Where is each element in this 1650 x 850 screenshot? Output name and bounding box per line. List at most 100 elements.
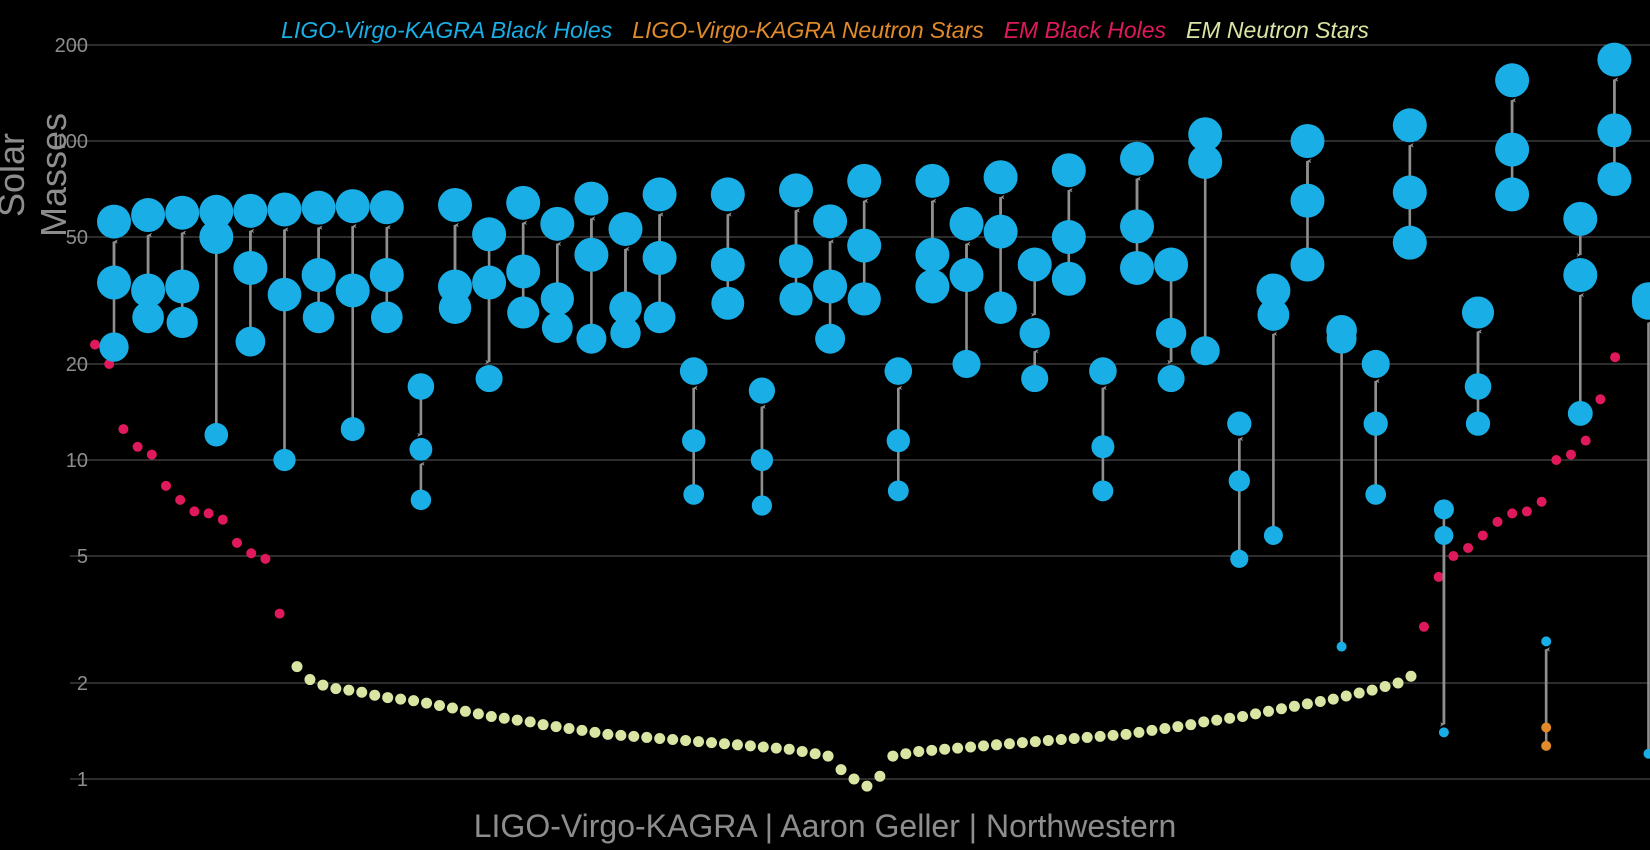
lvk-remnant-point [1157, 365, 1185, 393]
em-black-hole-point [1610, 352, 1621, 363]
em-black-hole-point [1448, 551, 1459, 562]
em-neutron-star-point [680, 735, 692, 747]
lvk-progenitor-point [301, 258, 336, 293]
em-black-hole-point [246, 548, 257, 559]
lvk-remnant-point [642, 177, 677, 212]
em-neutron-star-point [990, 739, 1002, 751]
lvk-progenitor-point [1091, 435, 1115, 459]
lvk-progenitor-point [779, 282, 813, 316]
em-neutron-star-point [939, 743, 951, 755]
em-neutron-star-point [731, 739, 743, 751]
em-neutron-star-point [926, 744, 938, 756]
lvk-progenitor-point [199, 220, 234, 255]
em-neutron-star-point [382, 692, 394, 704]
lvk-progenitor-point [1188, 144, 1223, 179]
em-black-hole-point [132, 441, 143, 452]
em-neutron-star-point [757, 741, 769, 753]
lvk-progenitor-point [1154, 247, 1189, 282]
lvk-progenitor-point [1336, 641, 1347, 652]
credit-line: LIGO-Virgo-KAGRA | Aaron Geller | Northw… [473, 808, 1177, 844]
y-tick-label: 200 [55, 35, 88, 57]
lvk-remnant-point [915, 163, 950, 198]
lvk-remnant-point [1120, 141, 1154, 176]
em-neutron-star-point [861, 780, 873, 792]
em-neutron-star-point [1146, 724, 1158, 736]
lvk-remnant-point [1438, 727, 1449, 738]
lvk-progenitor-point [1256, 273, 1291, 308]
lvk-progenitor-point [1392, 175, 1427, 210]
lvk-progenitor-point [335, 273, 370, 308]
lvk-remnant-point [1392, 108, 1427, 143]
em-neutron-star-point [952, 742, 964, 754]
em-neutron-star-point [978, 740, 990, 752]
em-black-hole-point [1521, 506, 1532, 517]
lvk-progenitor-point [710, 247, 745, 282]
lvk-progenitor-point [1230, 549, 1249, 568]
lvk-progenitor-point [1017, 247, 1052, 282]
lvk-progenitor-point [472, 265, 507, 300]
lvk-progenitor-point [984, 291, 1017, 325]
lvk-progenitor-point [847, 282, 881, 316]
lvk-progenitor-point [1631, 282, 1650, 316]
lvk-remnant-point [1597, 42, 1632, 77]
em-neutron-star-point [1055, 733, 1067, 745]
lvk-progenitor-point [273, 448, 296, 472]
em-black-hole-point [1477, 530, 1488, 541]
lvk-progenitor-point [1290, 247, 1325, 282]
lvk-progenitor-point [574, 237, 609, 272]
em-black-hole-point [1551, 455, 1562, 465]
lvk-progenitor-point [438, 291, 472, 325]
em-neutron-star-point [330, 683, 342, 695]
lvk-neutron-star-point [1541, 740, 1552, 751]
lvk-progenitor-point [1051, 261, 1086, 296]
em-black-hole-point [1580, 435, 1591, 446]
em-neutron-star-point [706, 737, 718, 749]
em-black-hole-point [217, 514, 228, 525]
lvk-remnant-point [1019, 317, 1050, 349]
em-neutron-star-point [1263, 705, 1275, 717]
lvk-progenitor-point [949, 258, 984, 293]
lvk-progenitor-point [1597, 113, 1632, 148]
em-neutron-star-point [485, 711, 497, 723]
lvk-remnant-point [1290, 124, 1325, 158]
lvk-progenitor-point [541, 312, 573, 344]
em-neutron-star-point [848, 773, 860, 785]
lvk-progenitor-point [410, 489, 432, 511]
em-neutron-star-point [1198, 716, 1210, 728]
y-tick-labels: 1 2 5 10 20 50 100 200 [55, 35, 88, 791]
lvk-remnant-point [884, 357, 913, 385]
y-tick-label: 50 [66, 227, 88, 249]
lvk-progenitor-point [97, 265, 131, 300]
lvk-progenitor-point [1263, 525, 1283, 545]
lvk-progenitor-point [1567, 400, 1593, 426]
em-neutron-star-point [563, 722, 575, 734]
em-neutron-star-point [511, 714, 523, 726]
lvk-remnant-point [267, 192, 302, 227]
lvk-progenitor-point [235, 326, 266, 357]
lvk-progenitor-point [813, 269, 848, 304]
em-neutron-star-point [1029, 736, 1041, 748]
em-neutron-star-point [900, 748, 912, 760]
lvk-progenitor-point [610, 317, 641, 349]
lvk-remnant-point [748, 377, 776, 404]
em-black-hole-point [189, 506, 200, 517]
legend: LIGO-Virgo-KAGRA Black Holes LIGO-Virgo-… [0, 17, 1650, 44]
lvk-remnant-point [335, 189, 370, 224]
lvk-progenitor-point [506, 254, 541, 289]
lvk-progenitor-point [1326, 323, 1357, 354]
em-neutron-star-point [1405, 670, 1417, 682]
em-neutron-star-point [317, 679, 329, 691]
lvk-progenitor-point [1092, 480, 1114, 502]
lvk-progenitor-point [1465, 411, 1491, 436]
em-black-hole-point [1595, 394, 1606, 405]
lvk-progenitor-point [1597, 162, 1632, 197]
em-points [90, 339, 1621, 792]
em-neutron-star-point [1379, 680, 1391, 692]
lvk-progenitor-point [609, 291, 642, 325]
lvk-progenitor-point [750, 448, 774, 472]
lvk-remnant-point [409, 437, 433, 461]
lvk-progenitor-point [1495, 132, 1530, 167]
lvk-remnant-point [233, 193, 268, 228]
lvk-progenitor-point [1433, 499, 1454, 520]
lvk-remnant-point [847, 163, 882, 198]
